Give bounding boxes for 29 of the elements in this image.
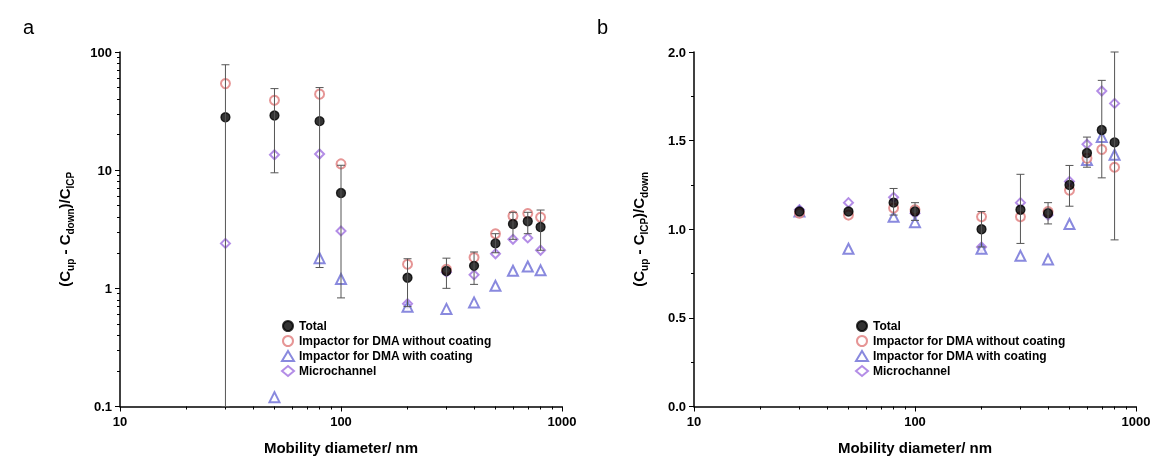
legend-label: Microchannel (873, 364, 951, 378)
y-tick-label: 2.0 (667, 44, 686, 60)
y-tick-label: 1.5 (667, 133, 686, 149)
legend-label: Microchannel (299, 364, 377, 378)
x-tick-label: 100 (904, 413, 926, 429)
legend-label: Total (873, 319, 901, 333)
legend-label: Impactor for DMA without coating (299, 334, 492, 348)
y-tick-label: 1 (104, 280, 112, 296)
y-tick-label: 0.0 (667, 399, 686, 414)
x-tick-label: 100 (330, 413, 352, 429)
y-tick-label: 10 (97, 162, 112, 178)
legend-label: Impactor for DMA with coating (873, 349, 1047, 363)
x-tick-label: 10 (686, 413, 702, 429)
x-tick-label: 1000 (547, 413, 577, 429)
legend-label: Total (299, 319, 327, 333)
x-tick-label: 1000 (1121, 413, 1151, 429)
chart-title: b (597, 16, 609, 38)
legend-label: Impactor for DMA without coating (873, 334, 1066, 348)
x-tick-label: 10 (112, 413, 128, 429)
chart-title: a (23, 16, 35, 38)
y-tick-label: 1.0 (667, 221, 686, 237)
y-tick-label: 0.1 (93, 399, 112, 414)
x-axis-title: Mobility diameter/ nm (837, 439, 993, 456)
legend-label: Impactor for DMA with coating (299, 349, 473, 363)
y-axis-title: (Cup - Cdown)/CICP (55, 171, 76, 287)
y-tick-label: 0.5 (667, 310, 686, 326)
y-axis-title: (Cup - CICP)/Cdown (629, 171, 650, 287)
y-tick-label: 100 (90, 44, 112, 60)
x-axis-title: Mobility diameter/ nm (263, 439, 419, 456)
